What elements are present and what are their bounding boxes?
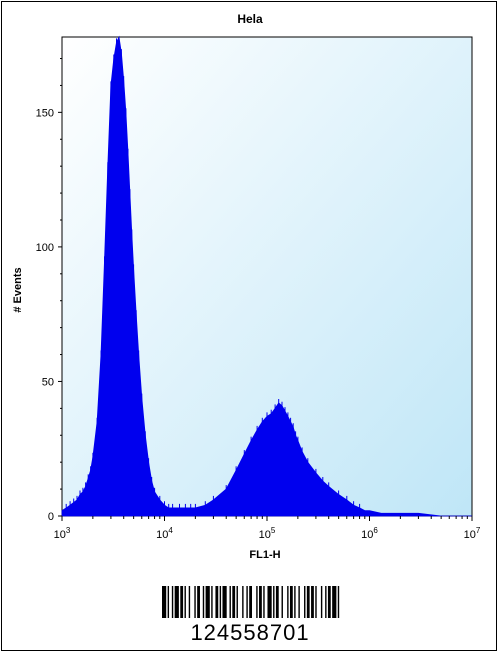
barcode-bar	[242, 586, 244, 618]
barcode-bar	[219, 586, 222, 618]
barcode-bar	[311, 586, 314, 618]
barcode-bar	[332, 586, 337, 618]
barcode-bar	[229, 586, 231, 618]
barcode-bar	[249, 586, 252, 618]
barcode-bar	[180, 586, 184, 618]
barcode-bar	[162, 586, 167, 618]
barcode-bar	[315, 586, 317, 618]
barcode-bar	[275, 586, 279, 618]
barcode-bar	[211, 586, 213, 618]
barcode-bar	[320, 586, 323, 618]
barcode-bar	[232, 586, 236, 618]
chart-title: Hela	[237, 12, 263, 26]
x-tick-label: 107	[464, 526, 481, 541]
barcode-bar	[197, 586, 200, 618]
y-tick-label: 0	[48, 511, 54, 523]
barcode-bar	[281, 586, 283, 618]
y-axis-label: # Events	[12, 267, 24, 313]
barcode-bar	[167, 586, 170, 618]
y-tick-label: 50	[42, 376, 54, 388]
barcode-bar	[171, 586, 174, 618]
barcode-bar	[298, 586, 300, 618]
barcode-bar	[259, 586, 262, 618]
barcode-bar	[306, 586, 310, 618]
barcode-bar	[325, 586, 327, 618]
x-tick-label: 106	[361, 526, 378, 541]
barcode-bar	[294, 586, 296, 618]
barcode	[162, 586, 340, 618]
barcode-bar	[184, 586, 186, 618]
y-axis-label-box: # Events	[0, 260, 60, 320]
barcode-bar	[287, 586, 289, 618]
x-axis-label: FL1-H	[249, 549, 281, 561]
x-tick-label: 103	[54, 526, 71, 541]
barcode-bar	[289, 586, 293, 618]
y-tick-label: 100	[36, 242, 54, 254]
barcode-bar	[194, 586, 196, 618]
barcode-bar	[327, 586, 331, 618]
x-tick-label: 104	[156, 526, 173, 541]
barcode-bar	[246, 586, 248, 618]
barcode-bar	[273, 586, 275, 618]
barcode-bar	[174, 586, 179, 618]
barcode-bar	[263, 586, 265, 618]
barcode-bar	[337, 586, 340, 618]
barcode-bar	[205, 586, 210, 618]
barcode-bar	[202, 586, 205, 618]
barcode-bar	[304, 586, 306, 618]
chart: 0 50 100 150 103 104 105 106 107	[36, 35, 481, 541]
barcode-bar	[267, 586, 272, 618]
barcode-bar	[236, 586, 238, 618]
barcode-bar	[188, 586, 191, 618]
barcode-number: 124558701	[190, 620, 310, 645]
barcode-bar	[222, 586, 227, 618]
barcode-bar	[256, 586, 258, 618]
x-tick-label: 105	[259, 526, 276, 541]
y-tick-label: 150	[36, 107, 54, 119]
barcode-bar	[215, 586, 219, 618]
